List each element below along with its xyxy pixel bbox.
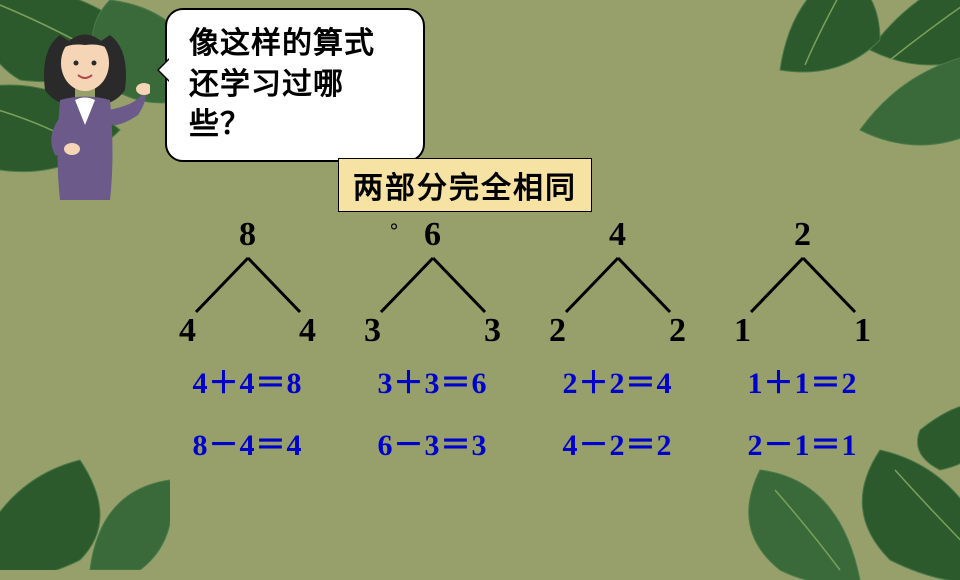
bond-col-1: 6 3 3 3＋3＝6 6－3＝3	[340, 218, 525, 464]
leaf-top-right	[750, 0, 960, 170]
bond-sub-eq: 4－2＝2	[563, 420, 673, 464]
bond-parts: 1 1	[723, 314, 883, 348]
bond-add-eq: 4＋4＝8	[193, 358, 303, 402]
bond-col-0: 8 4 4 4＋4＝8 8－4＝4	[155, 218, 340, 464]
bond-add-eq: 3＋3＝6	[378, 358, 488, 402]
bond-part-left: 3	[353, 314, 393, 348]
bond-parts: 4 4	[168, 314, 328, 348]
leaf-bottom-left	[0, 390, 170, 570]
bond-whole: 8	[239, 218, 256, 252]
bond-add-eq: 1＋1＝2	[748, 358, 858, 402]
heading-box: 两部分完全相同	[338, 158, 592, 212]
bond-branches	[733, 254, 873, 316]
bond-branches	[548, 254, 688, 316]
speech-text: 像这样的算式还学习过哪些？	[189, 27, 375, 141]
bond-part-left: 4	[168, 314, 208, 348]
speech-bubble: 像这样的算式还学习过哪些？	[165, 8, 425, 162]
bond-col-3: 2 1 1 1＋1＝2 2－1＝1	[710, 218, 895, 464]
bond-parts: 2 2	[538, 314, 698, 348]
heading-text: 两部分完全相同	[353, 172, 577, 205]
bond-part-left: 1	[723, 314, 763, 348]
bond-whole: 6	[424, 218, 441, 252]
bond-col-2: 4 2 2 2＋2＝4 4－2＝2	[525, 218, 710, 464]
bond-add-eq: 2＋2＝4	[563, 358, 673, 402]
bond-part-right: 3	[473, 314, 513, 348]
bond-part-right: 4	[288, 314, 328, 348]
number-bonds-row: 8 4 4 4＋4＝8 8－4＝4 6 3 3 3＋3＝6 6－3＝3 4	[155, 218, 925, 464]
bond-parts: 3 3	[353, 314, 513, 348]
bond-sub-eq: 8－4＝4	[193, 420, 303, 464]
bond-sub-eq: 6－3＝3	[378, 420, 488, 464]
bond-part-right: 1	[843, 314, 883, 348]
bond-whole: 4	[609, 218, 626, 252]
bond-whole: 2	[794, 218, 811, 252]
teacher-illustration	[20, 15, 150, 205]
bond-branches	[178, 254, 318, 316]
bond-part-right: 2	[658, 314, 698, 348]
bond-sub-eq: 2－1＝1	[748, 420, 858, 464]
bond-part-left: 2	[538, 314, 578, 348]
bond-branches	[363, 254, 503, 316]
